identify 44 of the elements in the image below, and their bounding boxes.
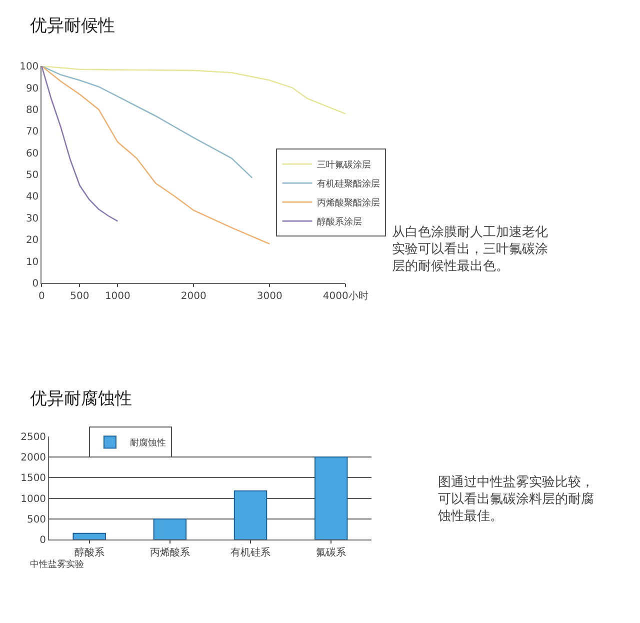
legend-label: 耐腐蚀性: [130, 438, 166, 449]
y-tick-label: 90: [26, 83, 39, 94]
legend-label: 醇酸系涂层: [317, 216, 362, 228]
y-tick-label: 0: [32, 278, 39, 290]
line-series: [42, 66, 118, 222]
x-tick-label: 有机硅系: [230, 546, 271, 559]
y-tick-label: 80: [26, 104, 39, 116]
y-tick-label: 1000: [20, 494, 46, 505]
y-tick-label: 1500: [20, 473, 46, 484]
y-tick-label: 0: [40, 535, 46, 546]
line-series: [42, 66, 253, 178]
legend-label: 丙烯酸聚酯涂层: [317, 198, 380, 209]
x-tick-label: 醇酸系: [74, 546, 104, 559]
chart-title: 优异耐腐蚀性: [30, 389, 132, 409]
text: 图通过中性盐雾实验比较，可以看出氟碳涂料层的耐腐蚀性最佳。: [438, 475, 594, 524]
bar: [314, 456, 348, 540]
y-tick-label: 2500: [20, 432, 46, 443]
x-tick-label: 氟碳系: [316, 546, 346, 559]
x-tick-label: 2000: [180, 291, 206, 302]
chart-title: 优异耐候性: [30, 16, 115, 36]
y-tick-label: 10: [26, 256, 39, 268]
x-tick-label: 500: [70, 291, 90, 302]
text: 中性盐雾实验: [30, 559, 84, 570]
x-tick-label: 1000: [104, 291, 130, 302]
y-tick-label: 30: [26, 213, 39, 224]
legend-label: 有机硅聚酯涂层: [317, 178, 380, 190]
x-tick-label: 丙烯酸系: [150, 546, 190, 559]
y-tick-label: 60: [26, 148, 39, 160]
text: 从白色涂膜耐人工加速老化实验可以看出，三叶氟碳涂层的耐候性最出色。: [392, 225, 548, 274]
y-tick-label: 40: [26, 192, 39, 203]
y-tick-label: 70: [26, 126, 39, 138]
y-tick-label: 2000: [20, 452, 46, 464]
y-tick-label: 100: [20, 62, 39, 73]
x-tick-label: 3000: [256, 291, 282, 302]
y-tick-label: 500: [26, 514, 46, 526]
bar: [153, 518, 187, 540]
legend-label: 三叶氟碳涂层: [317, 160, 372, 171]
y-tick-label: 50: [26, 170, 39, 182]
x-tick-label: 4000小时: [322, 290, 368, 302]
y-tick-label: 20: [26, 235, 39, 246]
bar: [72, 532, 106, 540]
bar: [234, 490, 268, 540]
line-series: [42, 66, 270, 245]
line-series: [42, 66, 346, 114]
